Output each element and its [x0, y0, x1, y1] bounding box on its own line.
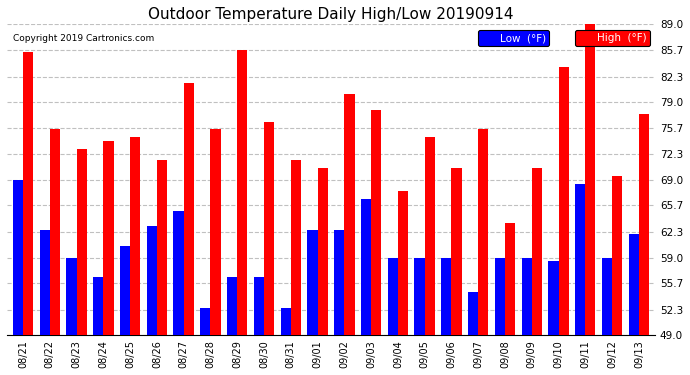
Bar [495, 258, 505, 335]
Bar [254, 277, 264, 335]
Bar [77, 149, 87, 335]
Bar [130, 137, 140, 335]
Bar [612, 176, 622, 335]
Bar [371, 110, 382, 335]
Bar [290, 160, 301, 335]
Bar [639, 114, 649, 335]
Bar [398, 192, 408, 335]
Bar [629, 234, 639, 335]
Bar [120, 246, 130, 335]
Bar [237, 50, 248, 335]
Bar [317, 168, 328, 335]
Bar [478, 129, 489, 335]
Bar [184, 83, 194, 335]
Bar [307, 230, 317, 335]
Bar [532, 168, 542, 335]
Bar [424, 137, 435, 335]
Bar [200, 308, 210, 335]
Bar [264, 122, 274, 335]
Text: Copyright 2019 Cartronics.com: Copyright 2019 Cartronics.com [13, 34, 155, 43]
Bar [13, 180, 23, 335]
Bar [388, 258, 398, 335]
Bar [93, 277, 104, 335]
Bar [39, 230, 50, 335]
Bar [602, 258, 612, 335]
Bar [147, 226, 157, 335]
Bar [157, 160, 167, 335]
Bar [451, 168, 462, 335]
Bar [415, 258, 424, 335]
Bar [361, 199, 371, 335]
Bar [104, 141, 114, 335]
Bar [505, 223, 515, 335]
Bar [173, 211, 184, 335]
Bar [281, 308, 290, 335]
Bar [210, 129, 221, 335]
Bar [585, 24, 595, 335]
Bar [227, 277, 237, 335]
Bar [468, 292, 478, 335]
Legend: High  (°F): High (°F) [575, 30, 650, 46]
Bar [549, 261, 558, 335]
Bar [558, 67, 569, 335]
Bar [50, 129, 60, 335]
Bar [334, 230, 344, 335]
Bar [442, 258, 451, 335]
Bar [66, 258, 77, 335]
Bar [23, 52, 33, 335]
Bar [522, 258, 532, 335]
Title: Outdoor Temperature Daily High/Low 20190914: Outdoor Temperature Daily High/Low 20190… [148, 7, 513, 22]
Bar [575, 184, 585, 335]
Bar [344, 94, 355, 335]
